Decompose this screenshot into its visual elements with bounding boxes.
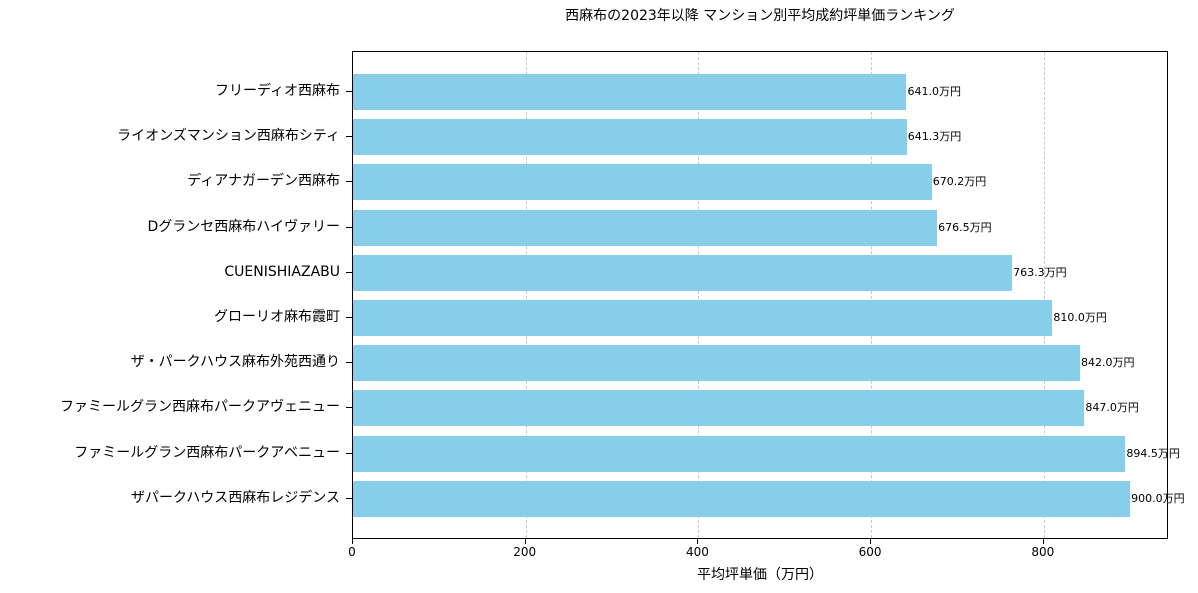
y-tick [346,91,352,92]
x-tick-label: 600 [858,545,882,559]
y-tick-label: ディアナガーデン西麻布 [187,173,340,190]
y-tick-label: フリーディオ西麻布 [214,83,340,99]
bar [353,435,1126,472]
bar [353,164,932,201]
y-tick [346,226,352,228]
bar-value-label: 641.3万円 [907,130,962,144]
plot-area: 641.0万円 641.3万円 670.2万円 676.5万円 763.3万円 810.0… [352,51,1185,539]
bar [353,300,1053,336]
gridline [525,52,527,538]
x-tick-label: 800 [1031,545,1055,559]
x-tick [524,539,526,544]
y-tick [346,317,352,318]
bar [353,209,938,246]
y-tick [346,362,352,364]
gridline [1043,52,1045,538]
gridline [871,52,873,538]
y-tick [346,452,352,454]
x-axis-title: 平均坪単価（万円） [697,567,823,583]
bar [353,480,1131,517]
y-tick-label: CUENISHIAZABU [224,263,340,280]
y-tick-label: ファミールグラン西麻布パークアヴェニュー [60,399,340,416]
bar-value-label: 670.2万円 [932,175,987,189]
y-tick-label: Dグランセ西麻布ハイヴァリー [147,218,341,235]
y-tick [346,271,352,273]
bar-value-label: 810.0万円 [1053,311,1107,324]
y-tick [346,497,352,499]
x-tick-label: 400 [685,545,709,559]
x-tick-label: 200 [513,545,537,559]
bar-value-label: 676.5万円 [938,220,992,234]
bar-value-label: 641.0万円 [907,85,961,98]
bar [353,254,1013,291]
y-tick-label: ライオンズマンション西麻布シティ [117,128,340,145]
bar [353,390,1085,427]
bar-value-label: 894.5万円 [1126,446,1180,460]
y-tick [346,407,352,409]
bar [353,119,907,156]
y-tick-label: ザ・パークハウス麻布外苑西通り [130,354,340,371]
y-tick-label: グローリオ麻布霞町 [214,309,340,325]
y-tick [346,136,352,138]
x-tick [352,539,353,544]
chart-title: 西麻布の2023年以降 マンション別平均成約坪単価ランキング [565,8,955,24]
bar-value-label: 900.0万円 [1131,491,1185,505]
x-tick [1042,539,1044,544]
bar [353,74,907,110]
x-tick [870,539,872,544]
y-tick-label: ファミールグラン西麻布パークアベニュー [74,444,340,461]
gridline [698,52,700,538]
bar-value-label: 763.3万円 [1013,265,1067,279]
x-tick-label: 0 [348,545,356,559]
x-tick [697,539,699,544]
bar [353,345,1081,382]
y-tick [346,181,352,183]
y-tick-label: ザパークハウス西麻布レジデンス [130,489,340,506]
bar-value-label: 847.0万円 [1085,401,1139,415]
bar-value-label: 842.0万円 [1081,356,1135,370]
